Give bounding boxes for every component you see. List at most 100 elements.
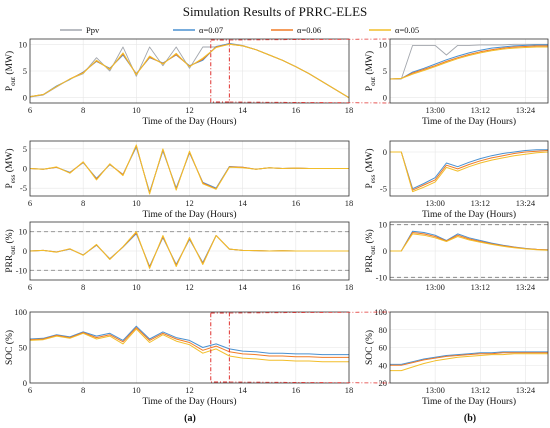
x-tick-label: 13:00	[425, 105, 444, 115]
x-tick-label: 6	[28, 385, 32, 395]
y-tick-label: 10	[19, 39, 28, 49]
panel-a4: 6 8 10 12 14 16 18 0 50 100 Time of the Day (Hours…	[4, 307, 353, 407]
x-tick-label: 13:24	[516, 105, 536, 115]
x-tick-label: 14	[238, 198, 247, 208]
x-tick-label: 14	[238, 385, 247, 395]
series-line-2	[30, 231, 349, 269]
series-line-1	[390, 352, 548, 366]
series-line-0	[30, 325, 349, 356]
y-axis-label: Pout (MW)	[364, 51, 377, 91]
y-tick-label: 0	[23, 164, 27, 174]
series-line-1	[390, 44, 548, 80]
axes-frame	[389, 221, 549, 281]
y-tick-label: 40	[379, 360, 388, 370]
y-tick-label: 50	[19, 343, 28, 353]
x-tick-label: 8	[81, 385, 85, 395]
panel-b2: 13:00 13:12 13:24 -5 0 Time of the Day (Hours…	[364, 140, 549, 220]
y-tick-label: 0	[383, 147, 387, 157]
y-axis-label: PRRout (%)	[364, 229, 377, 273]
x-tick-label: 10	[132, 198, 141, 208]
subfigure-label-b: (b)	[464, 413, 476, 424]
series-line-3	[30, 43, 349, 99]
axes-frame	[29, 311, 350, 384]
y-axis-label: Pout (MW)	[4, 51, 17, 91]
axes-frame	[389, 311, 549, 384]
x-axis-label: Time of the Day (Hours)	[142, 396, 236, 407]
y-tick-label: 10	[379, 39, 388, 49]
y-axis-label: SOC (%)	[4, 330, 15, 365]
axes-frame	[29, 221, 350, 281]
zoom-box-a1	[210, 39, 230, 103]
y-tick-label: 5	[383, 66, 387, 76]
y-tick-label: -10	[376, 272, 387, 282]
x-tick-label: 10	[132, 105, 141, 115]
series-line-2	[390, 45, 548, 80]
panel-a2: 6 8 10 12 14 16 18 -5 0 5 Time of the Day (Hours) P…	[4, 140, 353, 220]
y-tick-label: 5	[23, 66, 27, 76]
axes-frame	[29, 38, 350, 104]
series-line-2	[390, 151, 548, 193]
y-tick-label: 100	[14, 307, 27, 317]
series-line-1	[390, 150, 548, 191]
series-line-2	[390, 353, 548, 372]
x-tick-label: 18	[345, 105, 354, 115]
x-tick-label: 16	[292, 198, 301, 208]
legend-label: α=0.06	[297, 25, 321, 35]
y-tick-label: -5	[20, 183, 27, 193]
y-tick-label: -5	[380, 184, 387, 194]
x-tick-label: 13:24	[516, 282, 536, 292]
figure-title: Simulation Results of PRRC-ELES	[183, 4, 368, 19]
x-tick-label: 12	[185, 282, 194, 292]
series-line-2	[30, 144, 349, 195]
x-tick-label: 12	[185, 105, 194, 115]
series-line-0	[390, 43, 548, 80]
x-axis-label: Time of the Day (Hours)	[422, 396, 516, 407]
x-tick-label: 6	[28, 198, 32, 208]
legend-label: α=0.07	[199, 25, 223, 35]
x-axis-label: Time of the Day (Hours)	[142, 116, 236, 127]
legend: Ppv α=0.07 α=0.06 α=0.05	[60, 25, 419, 35]
subfigure-label-a: (a)	[184, 413, 196, 424]
x-tick-label: 13:12	[471, 105, 490, 115]
zoom-indicators	[210, 38, 391, 384]
x-tick-label: 6	[28, 105, 32, 115]
x-tick-label: 13:12	[471, 282, 490, 292]
y-tick-label: 80	[379, 325, 388, 335]
x-tick-label: 13:24	[516, 198, 536, 208]
series-line-3	[390, 46, 548, 80]
x-tick-label: 8	[81, 198, 85, 208]
y-tick-label: 60	[379, 343, 388, 353]
panel-b1: 13:00 13:12 13:24 0 5 10 Time of the Day (Hour…	[364, 38, 549, 127]
x-tick-label: 12	[185, 385, 194, 395]
x-tick-label: 13:00	[425, 282, 444, 292]
y-tick-label: 10	[19, 227, 28, 237]
x-tick-label: 16	[292, 282, 301, 292]
x-axis-label: Time of the Day (Hours)	[422, 116, 516, 127]
y-tick-label: 10	[379, 220, 388, 230]
y-axis-label: SOC (%)	[364, 330, 375, 365]
y-tick-label: -10	[16, 265, 27, 275]
legend-label: α=0.05	[395, 25, 419, 35]
y-tick-label: 0	[23, 246, 27, 256]
series-line-2	[30, 328, 349, 363]
y-tick-label: 5	[23, 144, 27, 154]
x-tick-label: 13:00	[425, 198, 444, 208]
y-tick-label: 100	[374, 307, 387, 317]
x-tick-label: 8	[81, 282, 85, 292]
x-tick-label: 18	[345, 282, 354, 292]
x-tick-label: 14	[238, 282, 247, 292]
x-tick-label: 14	[238, 105, 247, 115]
x-tick-label: 16	[292, 385, 301, 395]
y-axis-label: PRRout (%)	[4, 229, 17, 273]
y-tick-label: 0	[23, 93, 27, 103]
axes-frame	[29, 140, 350, 197]
y-tick-label: 0	[383, 246, 387, 256]
x-tick-label: 8	[81, 105, 85, 115]
axes-frame	[389, 140, 549, 197]
y-tick-label: 0	[23, 378, 27, 388]
x-tick-label: 12	[185, 198, 194, 208]
